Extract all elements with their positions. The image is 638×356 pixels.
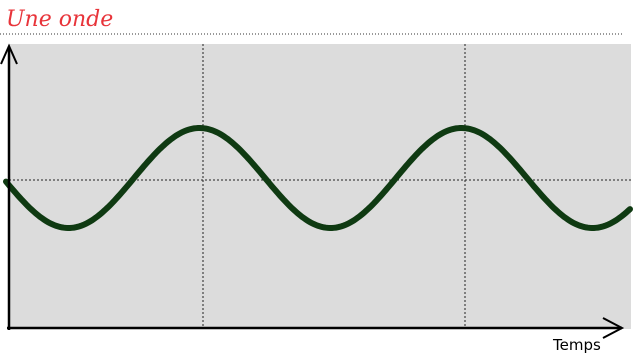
x-axis-arrow bbox=[602, 317, 625, 339]
x-axis-label: Temps bbox=[552, 336, 601, 354]
wave bbox=[3, 125, 633, 231]
y-axis-arrow bbox=[0, 43, 18, 65]
plot-background bbox=[9, 44, 631, 329]
title: Une onde bbox=[6, 7, 113, 32]
